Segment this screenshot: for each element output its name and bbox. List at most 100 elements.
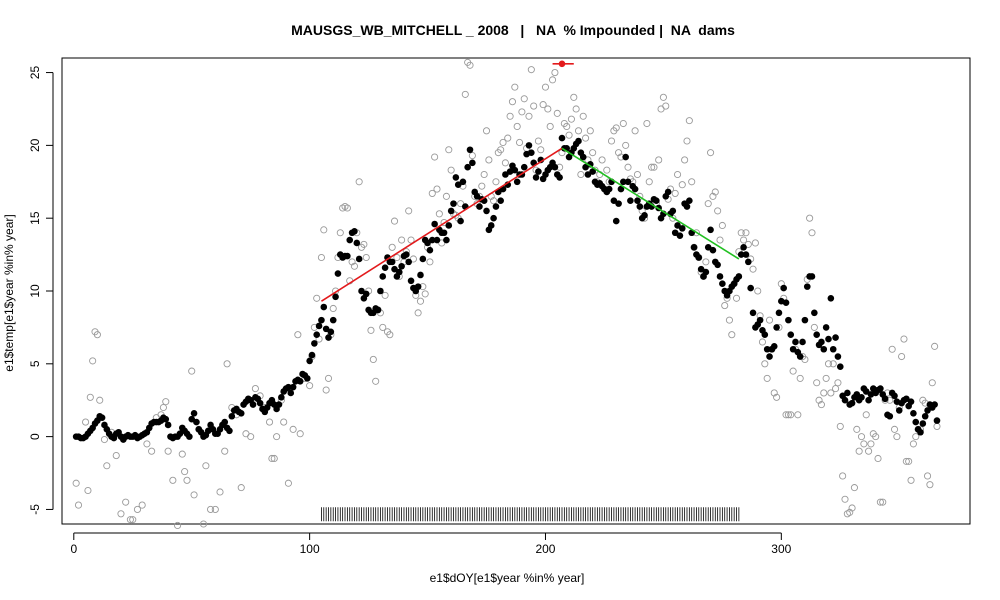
- open-point: [650, 163, 658, 171]
- open-point: [570, 93, 578, 101]
- open-point: [544, 105, 552, 113]
- filled-point: [627, 197, 634, 205]
- open-point: [648, 163, 656, 171]
- filled-point: [820, 345, 828, 353]
- open-point: [907, 476, 915, 484]
- filled-point: [355, 255, 363, 263]
- filled-point: [702, 268, 710, 276]
- filled-point: [770, 343, 778, 350]
- open-point: [409, 255, 417, 263]
- filled-point: [796, 353, 804, 360]
- filled-point: [669, 207, 677, 215]
- filled-point: [761, 331, 769, 338]
- open-point: [96, 396, 104, 404]
- open-point: [162, 398, 170, 406]
- open-point: [824, 360, 833, 368]
- open-point: [398, 236, 406, 244]
- open-point: [598, 156, 606, 164]
- filled-point: [469, 159, 476, 167]
- open-point: [671, 189, 679, 197]
- open-point: [782, 411, 790, 419]
- filled-point: [808, 273, 816, 280]
- open-point: [273, 433, 281, 441]
- filled-point: [834, 353, 842, 360]
- filled-point: [296, 377, 304, 385]
- open-point: [466, 61, 474, 69]
- open-point: [513, 122, 521, 130]
- open-point: [112, 452, 120, 460]
- open-point: [711, 188, 719, 196]
- filled-point: [704, 244, 712, 251]
- filled-point: [431, 220, 438, 228]
- open-point: [567, 115, 575, 123]
- filled-point: [766, 353, 773, 360]
- filled-point: [683, 203, 691, 210]
- open-point: [737, 229, 745, 237]
- open-point: [183, 476, 191, 484]
- open-point: [709, 192, 717, 200]
- open-point: [504, 134, 512, 142]
- open-point: [685, 117, 693, 125]
- open-point: [890, 425, 899, 433]
- open-point: [740, 236, 748, 244]
- filled-point: [719, 280, 726, 288]
- open-point: [428, 189, 436, 197]
- filled-point: [358, 287, 365, 295]
- open-point: [810, 323, 818, 331]
- open-point: [848, 504, 856, 512]
- filled-point: [895, 407, 903, 414]
- filled-point: [176, 430, 184, 438]
- x-tick-label: 300: [771, 542, 791, 556]
- open-point: [143, 440, 151, 448]
- open-point: [82, 418, 90, 426]
- open-point: [490, 197, 498, 205]
- open-point: [539, 101, 547, 109]
- open-point: [541, 83, 550, 91]
- open-point: [433, 185, 441, 193]
- filled-point: [424, 239, 431, 247]
- filled-point: [610, 197, 618, 205]
- filled-point: [419, 255, 427, 263]
- x-tick-label: 200: [535, 542, 555, 556]
- filled-point: [551, 163, 559, 171]
- open-point: [211, 505, 219, 513]
- filled-point: [631, 185, 639, 193]
- filled-point: [620, 178, 627, 186]
- open-point: [754, 287, 762, 295]
- filled-point: [579, 153, 587, 161]
- filled-point: [162, 415, 170, 423]
- fit-lines: [320, 147, 740, 302]
- filled-point: [780, 284, 787, 292]
- open-point: [388, 243, 396, 251]
- open-point: [416, 297, 425, 305]
- filled-point: [695, 254, 703, 261]
- filled-point: [351, 227, 358, 235]
- filled-point: [221, 418, 229, 426]
- filled-point: [919, 420, 927, 427]
- filled-point: [457, 217, 464, 225]
- open-point: [202, 462, 210, 470]
- filled-point: [811, 309, 818, 317]
- filled-point: [511, 166, 519, 174]
- open-point: [296, 430, 304, 438]
- open-point: [386, 331, 394, 339]
- open-point: [579, 112, 587, 120]
- filled-point: [395, 268, 403, 276]
- open-point: [265, 418, 274, 426]
- open-point: [216, 488, 224, 496]
- filled-point: [782, 299, 790, 306]
- open-point: [431, 153, 439, 161]
- y-axis: -5 0 5 10 15 20 25: [28, 66, 54, 515]
- open-point: [773, 393, 781, 401]
- filled-point: [714, 261, 721, 269]
- open-point: [480, 170, 488, 179]
- open-point: [221, 447, 229, 455]
- open-point: [86, 393, 94, 401]
- open-point: [407, 236, 415, 244]
- open-point: [801, 355, 809, 363]
- open-point: [902, 457, 910, 465]
- filled-point: [433, 236, 441, 244]
- filled-point: [653, 197, 660, 205]
- open-point: [492, 178, 500, 186]
- filled-point: [98, 414, 106, 421]
